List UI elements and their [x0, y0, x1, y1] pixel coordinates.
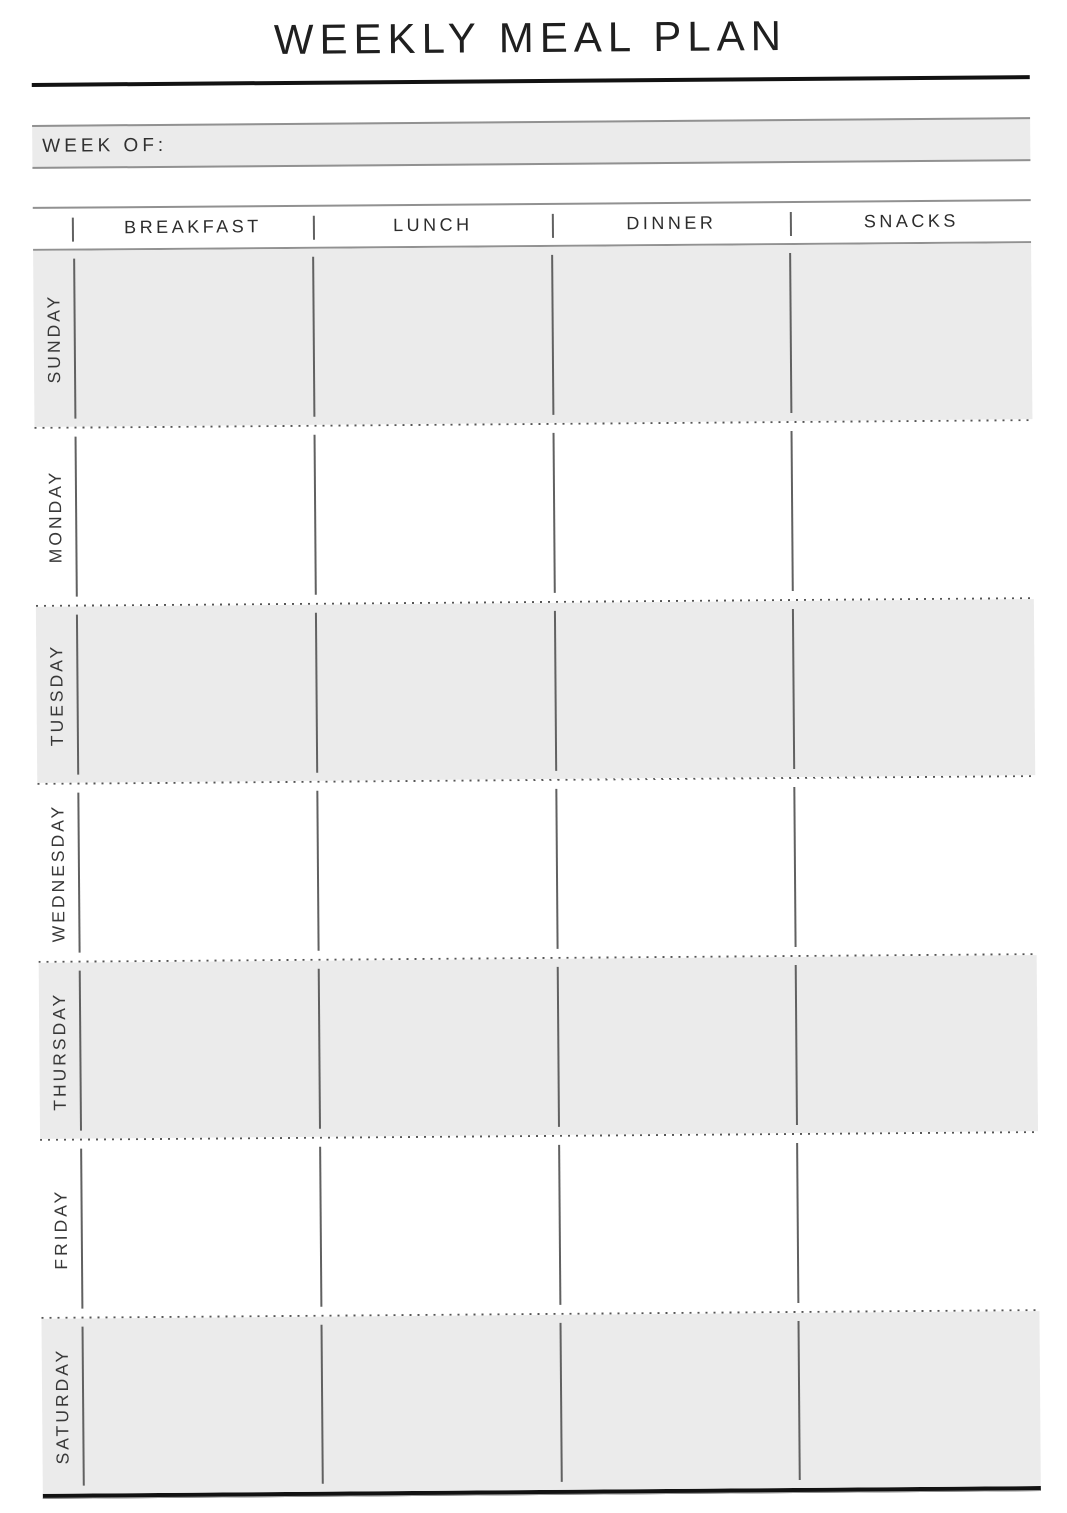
- cell-saturday-breakfast[interactable]: [83, 1319, 320, 1492]
- title-rule: [31, 75, 1030, 87]
- day-label: SATURDAY: [51, 1347, 73, 1465]
- cell-monday-lunch[interactable]: [315, 427, 552, 601]
- column-header-dinner: DINNER: [626, 212, 717, 234]
- cell-thursday-lunch[interactable]: [320, 961, 557, 1135]
- cell-saturday-snacks[interactable]: [799, 1313, 1040, 1486]
- cell-monday-snacks[interactable]: [792, 423, 1033, 597]
- cell-thursday-snacks[interactable]: [797, 957, 1038, 1131]
- cell-wednesday-snacks[interactable]: [795, 779, 1036, 953]
- cell-saturday-dinner[interactable]: [561, 1315, 797, 1488]
- cell-friday-dinner[interactable]: [560, 1137, 796, 1311]
- cell-wednesday-lunch[interactable]: [318, 783, 555, 957]
- week-of-bar: WEEK OF:: [32, 117, 1031, 169]
- day-rows: SUNDAY MONDAY TUESDAY WEDNESDAY THURSDAY FRID…: [33, 243, 1041, 1494]
- row-friday: FRIDAY: [40, 1133, 1040, 1317]
- cell-saturday-lunch[interactable]: [322, 1317, 559, 1490]
- row-monday: MONDAY: [34, 421, 1034, 605]
- cell-friday-lunch[interactable]: [321, 1139, 558, 1313]
- week-of-input[interactable]: [167, 119, 1030, 166]
- day-label: MONDAY: [44, 469, 66, 564]
- page-title: WEEKLY MEAL PLAN: [273, 12, 788, 64]
- cell-monday-dinner[interactable]: [554, 425, 790, 599]
- meal-plan-sheet: WEEKLY MEAL PLAN WEEK OF: BREAKFAST LUNC…: [31, 0, 1041, 1499]
- week-of-label: WEEK OF:: [42, 134, 168, 157]
- cell-monday-breakfast[interactable]: [76, 429, 313, 603]
- column-header-breakfast: BREAKFAST: [124, 216, 262, 238]
- row-wednesday: WEDNESDAY: [37, 777, 1037, 961]
- column-header-lunch: LUNCH: [393, 214, 473, 236]
- day-label: FRIDAY: [49, 1188, 71, 1270]
- cell-friday-breakfast[interactable]: [82, 1141, 319, 1315]
- cell-wednesday-dinner[interactable]: [557, 781, 793, 955]
- row-tuesday: TUESDAY: [35, 599, 1036, 783]
- cell-tuesday-breakfast[interactable]: [78, 607, 315, 781]
- column-header-row: BREAKFAST LUNCH DINNER SNACKS: [32, 199, 1032, 251]
- cell-sunday-dinner[interactable]: [553, 247, 789, 421]
- day-label: WEDNESDAY: [46, 803, 69, 943]
- cell-sunday-breakfast[interactable]: [75, 251, 312, 425]
- cell-tuesday-lunch[interactable]: [317, 605, 554, 779]
- row-saturday: SATURDAY: [41, 1311, 1041, 1494]
- cell-tuesday-dinner[interactable]: [556, 603, 792, 777]
- cell-thursday-dinner[interactable]: [559, 959, 795, 1133]
- cell-wednesday-breakfast[interactable]: [79, 785, 316, 959]
- row-sunday: SUNDAY: [33, 243, 1033, 427]
- cell-thursday-breakfast[interactable]: [81, 963, 318, 1137]
- day-label: TUESDAY: [45, 643, 67, 747]
- day-label: THURSDAY: [48, 991, 70, 1111]
- cell-tuesday-snacks[interactable]: [794, 601, 1035, 775]
- day-label: SUNDAY: [42, 293, 64, 384]
- cell-sunday-lunch[interactable]: [314, 249, 551, 423]
- row-thursday: THURSDAY: [38, 955, 1039, 1139]
- cell-friday-snacks[interactable]: [798, 1135, 1039, 1309]
- cell-sunday-snacks[interactable]: [791, 245, 1032, 419]
- column-header-snacks: SNACKS: [863, 210, 959, 232]
